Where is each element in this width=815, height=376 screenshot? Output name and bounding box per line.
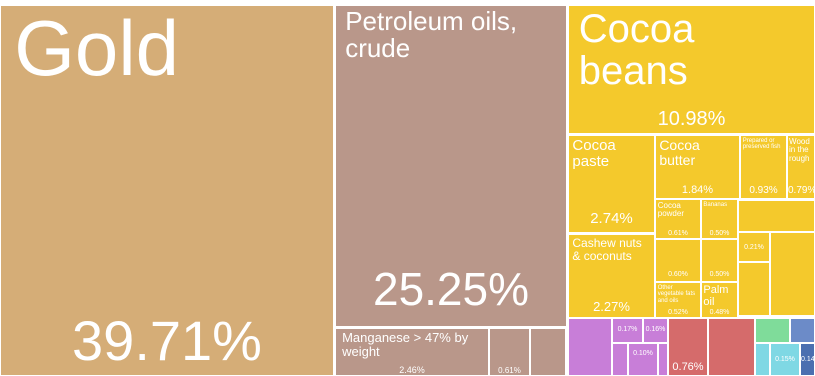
cell-name: Cocoa powder (657, 201, 684, 219)
treemap-cell: Other vegetable fats and oils 0.52% (655, 282, 701, 318)
small-cells (612, 343, 628, 376)
treemap-cell: 0.17% (612, 318, 643, 343)
small-cells (755, 343, 770, 376)
cell-name: Cocoa beans (578, 7, 695, 93)
cell-value: 25.25% (372, 263, 529, 315)
treemap-cell: 0.61% (489, 328, 530, 376)
cell-name: Palm oil (703, 284, 729, 308)
treemap-cell: Cocoa butter 1.84% (655, 135, 740, 199)
cell-value: 0.16% (645, 326, 666, 333)
cell-name: Prepared or preserved fish (742, 138, 781, 151)
treemap-cell: Palm oil 0.48% (701, 282, 738, 318)
small-cells (790, 318, 815, 343)
treemap-cell: Bananas 0.50% (701, 199, 738, 239)
cell-name: Manganese > 47% by weight (342, 330, 469, 359)
small-cells (568, 318, 612, 376)
cell-value: 0.14% (801, 356, 815, 363)
small-cells (708, 318, 755, 376)
treemap-cell: Manganese > 47% by weight 2.46% (335, 328, 489, 376)
treemap-cell: Petroleum oils, crude 25.25% (335, 5, 567, 327)
cell-name: Wood in the rough (789, 137, 810, 163)
cell-value: 2.27% (593, 299, 630, 314)
cell-value: 0.21% (744, 244, 764, 251)
cell-value: 0.48% (709, 309, 730, 316)
treemap-cell: Cocoa paste 2.74% (568, 135, 655, 233)
cell-value: 0.52% (668, 309, 688, 316)
cell-value: 39.71% (72, 309, 262, 372)
small-cells (738, 262, 770, 316)
treemap-cell: Cashew nuts & coconuts 2.27% (568, 234, 655, 318)
treemap-cell: 0.15% (770, 343, 800, 376)
cell-value: 2.46% (399, 365, 425, 375)
cell-name: Gold (14, 5, 180, 92)
small-cells (770, 232, 815, 316)
treemap-cell: Wood in the rough 0.79% (787, 135, 815, 199)
cell-name: Bananas (703, 202, 728, 208)
cell-value: 0.15% (775, 356, 795, 363)
treemap-cell: 0.21% (738, 232, 770, 262)
cell-value: 0.50% (709, 271, 730, 278)
cell-value: 0.10% (633, 350, 653, 357)
cell-name: Cashew nuts & coconuts (572, 236, 642, 263)
small-cells (755, 318, 790, 343)
cell-value: 0.50% (709, 230, 730, 237)
treemap-cell: 0.10% (628, 343, 658, 376)
small-cells (530, 328, 566, 376)
cell-value: 0.61% (498, 366, 521, 375)
cell-name: Petroleum oils, crude (345, 6, 518, 64)
treemap-cell: 0.50% (701, 239, 738, 282)
cell-value: 0.60% (668, 271, 688, 278)
treemap-cell: 0.76% (668, 318, 708, 376)
cell-name: Cocoa paste (572, 137, 616, 170)
cell-value: 0.93% (749, 185, 778, 196)
cell-value: 1.84% (681, 184, 714, 196)
treemap-cell: 0.60% (655, 239, 701, 282)
cell-value: 0.76% (672, 361, 704, 373)
small-cells (658, 343, 668, 376)
small-cells (738, 200, 815, 232)
cell-value: 0.17% (617, 326, 638, 333)
cell-value: 0.79% (788, 185, 815, 196)
cell-value: 0.61% (668, 230, 688, 237)
cell-name: Cocoa butter (659, 137, 700, 168)
treemap-cell: 0.16% (643, 318, 668, 343)
cell-name: Other vegetable fats and oils (657, 285, 696, 304)
treemap-cell: Cocoa powder 0.61% (655, 199, 701, 239)
treemap-cell: Gold 39.71% (0, 5, 334, 376)
treemap-cell: 0.14% (800, 343, 815, 376)
cell-value: 10.98% (657, 108, 726, 130)
cell-value: 2.74% (590, 210, 633, 227)
treemap-cell: Prepared or preserved fish 0.93% (740, 135, 787, 199)
treemap-cell: Cocoa beans 10.98% (568, 5, 815, 134)
